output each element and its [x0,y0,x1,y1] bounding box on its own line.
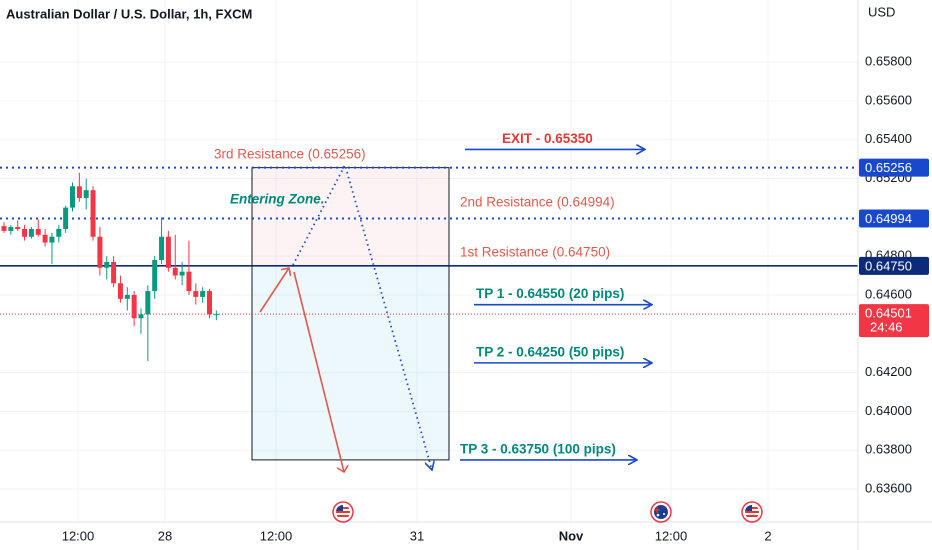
candle-body [124,294,130,299]
currency-label: USD [868,4,895,19]
last-price-label: 0.64501 [865,306,912,321]
candle-body [63,207,69,229]
candle-body [8,227,14,231]
candle-body [97,236,103,268]
price-label: 0.64750 [865,258,912,273]
candle-body [193,291,199,297]
candle-body [213,314,219,316]
y-tick-label: 0.64200 [865,364,912,379]
candle-body [165,236,171,268]
candle-body [42,234,48,243]
candle-body [15,227,21,229]
x-tick-label: 12:00 [655,528,688,543]
candle-body [104,261,110,268]
candle-body [49,236,55,243]
candle-body [159,236,165,261]
y-tick-label: 0.65800 [865,54,912,69]
candle-body [145,291,151,315]
candles [1,172,219,361]
annotation: Entering Zone. [230,192,325,207]
candle-body [152,260,158,292]
candle-body [35,228,41,235]
candle-body [111,261,117,284]
grid [0,0,858,522]
y-tick-label: 0.64000 [865,403,912,418]
event-icon-au [650,501,672,523]
price-lines: EXIT - 0.65350 TP 1 - 0.64550 (20 pips) TP… [0,131,858,460]
target-label: TP 3 - 0.63750 (100 pips) [460,441,616,456]
target-label: EXIT - 0.65350 [502,131,593,146]
candle-body [90,190,96,237]
y-tick-label: 0.64600 [865,286,912,301]
arrow-entry [259,268,289,313]
candle-body [56,228,62,237]
last-price-bg [859,304,929,338]
drawings [259,162,432,472]
arrow-drop [293,271,344,472]
price-label: 0.65256 [865,160,912,175]
annotation: 1st Resistance (0.64750) [460,245,610,260]
position-box [251,167,450,461]
price-label-bg [859,209,929,228]
candle-body [28,228,34,237]
y-tick-label: 0.65600 [865,92,912,107]
candle-body [83,190,89,198]
target-label: TP 1 - 0.64550 (20 pips) [476,286,624,301]
y-tick-label: 0.63800 [865,442,912,457]
candle-body [200,291,206,297]
y-tick-label: 0.65400 [865,131,912,146]
price-label: 0.64994 [865,211,912,226]
candle-body [138,314,144,319]
candle-body [207,291,212,315]
x-tick-label: 12:00 [62,528,95,543]
annotation: 3rd Resistance (0.65256) [214,147,366,162]
candle-body [76,186,82,198]
price-label-bg [859,256,929,275]
candle-body [117,283,123,299]
candle-body [172,267,178,276]
x-tick-label: 12:00 [260,528,293,543]
chart-title: Australian Dollar / U.S. Dollar, 1h, FXC… [6,6,252,21]
candle-body [131,294,137,319]
target-label: TP 2 - 0.64250 (50 pips) [476,344,624,359]
target-zone [252,265,449,460]
annotation: 2nd Resistance (0.64994) [460,195,615,210]
x-tick-label: 2 [764,528,771,543]
risk-zone [252,167,449,266]
candle-body [70,186,75,208]
candle-body [179,271,185,276]
event-icon-us [332,501,354,523]
price-label-bg [859,158,929,177]
x-tick-label: Nov [559,528,584,543]
candle-body [1,226,7,231]
candle-body [186,271,192,292]
event-icon-us [741,501,763,523]
y-tick-label: 0.63600 [865,480,912,495]
x-tick-label: 31 [410,528,424,543]
candle-body [22,228,28,237]
x-tick-label: 28 [158,528,172,543]
event-icons [332,501,763,523]
countdown-label: 24:46 [870,320,903,335]
